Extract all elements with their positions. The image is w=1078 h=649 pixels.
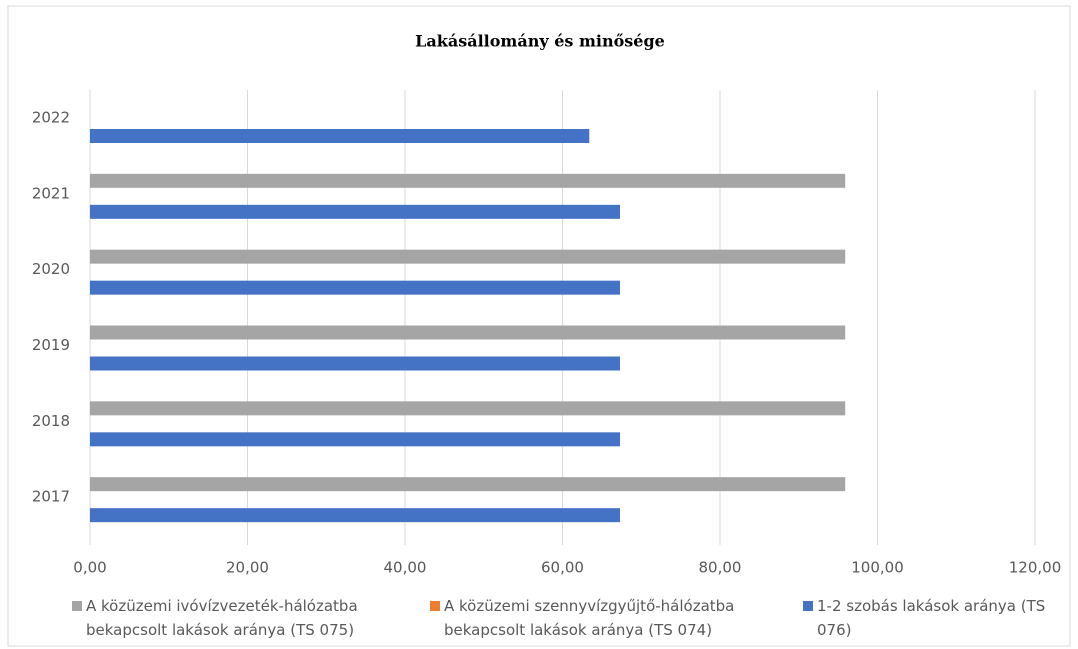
x-tick-label: 0,00	[73, 559, 106, 577]
chart-title: Lakásállomány és minősége	[415, 32, 665, 51]
bar	[90, 432, 620, 447]
bar	[90, 249, 846, 264]
legend: A közüzemi ivóvízvezeték-hálózatba bekap…	[72, 594, 1071, 642]
bar	[90, 173, 846, 188]
legend-item: 1-2 szobás lakások aránya (TS 076)	[803, 594, 1057, 642]
y-tick-label: 2017	[32, 488, 70, 506]
legend-item: A közüzemi szennyvízgyűjtő-hálózatba bek…	[430, 594, 789, 642]
x-tick-label: 100,00	[851, 559, 904, 577]
legend-swatch	[803, 601, 813, 611]
x-tick-label: 40,00	[384, 559, 427, 577]
bar	[90, 477, 846, 492]
bar	[90, 280, 620, 295]
legend-swatch	[430, 601, 440, 611]
bar	[90, 508, 620, 523]
y-tick-label: 2020	[32, 260, 70, 278]
x-tick-label: 120,00	[1009, 559, 1062, 577]
x-tick-label: 80,00	[699, 559, 742, 577]
legend-label: 1-2 szobás lakások aránya (TS 076)	[817, 597, 1046, 639]
bar	[90, 356, 620, 371]
bar	[90, 129, 590, 143]
x-tick-label: 20,00	[226, 559, 269, 577]
bar	[90, 401, 846, 416]
legend-item: A közüzemi ivóvízvezeték-hálózatba bekap…	[72, 594, 416, 642]
y-tick-label: 2021	[32, 184, 70, 202]
legend-swatch	[72, 601, 82, 611]
x-tick-label: 60,00	[541, 559, 584, 577]
bar	[90, 204, 620, 219]
y-tick-label: 2022	[32, 108, 70, 126]
legend-label: A közüzemi szennyvízgyűjtő-hálózatba bek…	[444, 597, 735, 639]
y-tick-label: 2019	[32, 336, 70, 354]
bar	[90, 325, 846, 340]
legend-label: A közüzemi ivóvízvezeték-hálózatba bekap…	[86, 597, 358, 639]
y-tick-label: 2018	[32, 412, 70, 430]
